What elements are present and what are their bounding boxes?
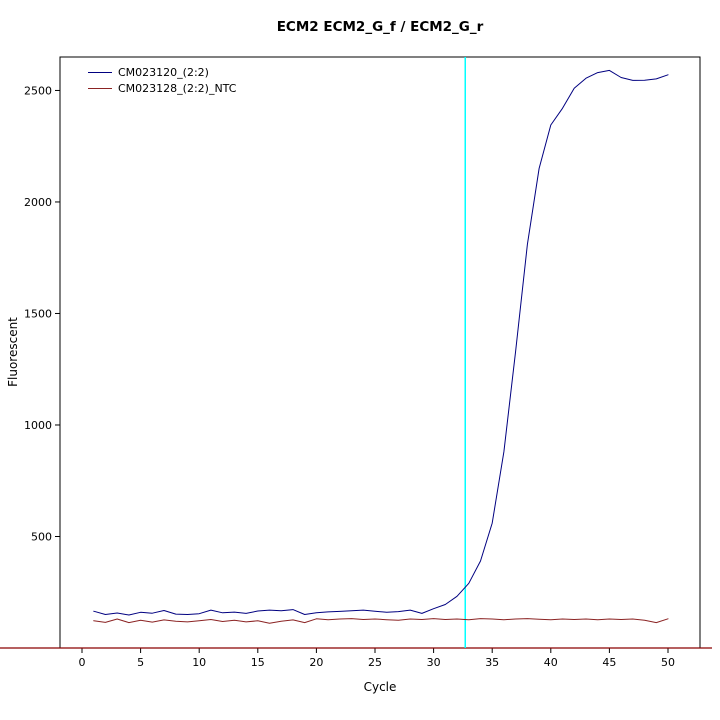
legend-item: CM023128_(2:2)_NTC [88, 82, 236, 95]
legend-swatch [88, 72, 112, 73]
x-axis-label: Cycle [364, 680, 397, 694]
y-axis-label: Fluorescent [6, 317, 20, 387]
x-tick-label: 0 [79, 656, 86, 669]
series-line-0 [93, 69, 669, 616]
x-tick-label: 40 [544, 656, 558, 669]
y-tick-label: 2500 [24, 84, 52, 97]
x-tick-label: 50 [661, 656, 675, 669]
legend-label: CM023120_(2:2) [118, 66, 209, 79]
legend-swatch [88, 88, 112, 89]
y-tick-label: 1500 [24, 307, 52, 320]
y-tick-label: 2000 [24, 196, 52, 209]
x-tick-label: 20 [309, 656, 323, 669]
x-tick-label: 25 [368, 656, 382, 669]
x-tick-label: 10 [192, 656, 206, 669]
x-tick-label: 45 [602, 656, 616, 669]
plot-box [59, 56, 701, 649]
x-tick-label: 30 [427, 656, 441, 669]
legend-label: CM023128_(2:2)_NTC [118, 82, 237, 95]
legend: CM023120_(2:2) CM023128_(2:2)_NTC [88, 66, 236, 95]
legend-item: CM023120_(2:2) [88, 66, 236, 79]
chart-title: ECM2 ECM2_G_f / ECM2_G_r [277, 19, 484, 35]
plot-area: 0 5 10 15 20 25 30 35 40 45 50 500 1000 1500 2000 2500 [0, 56, 712, 669]
y-tick-label: 500 [31, 530, 52, 543]
series-line-1 [93, 618, 669, 624]
x-tick-label: 35 [485, 656, 499, 669]
y-tick-label: 1000 [24, 419, 52, 432]
x-tick-label: 15 [251, 656, 265, 669]
x-tick-label: 5 [137, 656, 144, 669]
